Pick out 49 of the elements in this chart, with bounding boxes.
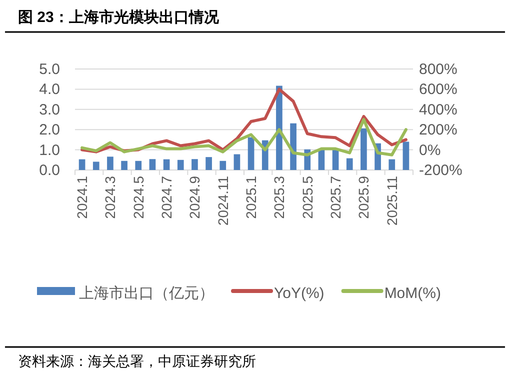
y-tick-label: 2.0 xyxy=(39,122,60,139)
x-tick-label: 2024.11 xyxy=(214,176,231,226)
y2-tick-label: 800% xyxy=(419,61,458,78)
y2-tick-label: 600% xyxy=(419,81,458,98)
legend-label: 上海市出口（亿元） xyxy=(79,285,214,302)
bar xyxy=(92,162,100,170)
bar xyxy=(107,156,114,170)
bar xyxy=(121,160,128,170)
legend-label: MoM(%) xyxy=(384,285,441,302)
bar xyxy=(346,158,353,170)
text: 资料来源：海关总署，中原证券研究所 xyxy=(18,353,256,369)
bar xyxy=(220,160,226,170)
bar xyxy=(135,160,142,170)
chart-title: 图 23：上海市光模块出口情况 xyxy=(18,8,220,26)
x-tick-label: 2024.1 xyxy=(74,176,90,219)
bar xyxy=(163,159,170,170)
bar xyxy=(177,160,184,170)
x-tick-label: 2025.11 xyxy=(384,176,400,226)
y2-tick-label: 200% xyxy=(419,122,458,139)
x-tick-label: 2025.1 xyxy=(243,176,260,219)
x-tick-label: 2025.3 xyxy=(271,176,288,219)
bar xyxy=(78,159,86,170)
line-series xyxy=(80,118,408,156)
x-tick-label: 2024.9 xyxy=(186,176,203,219)
x-tick-label: 2024.3 xyxy=(102,176,118,219)
y2-tick-label: 0% xyxy=(419,142,441,159)
y-tick-label: 5.0 xyxy=(39,61,60,78)
legend-label: YoY(%) xyxy=(274,285,324,302)
bar xyxy=(290,123,296,170)
y-tick-label: 1.0 xyxy=(39,142,60,159)
bar xyxy=(206,157,212,170)
bar xyxy=(318,150,325,170)
x-tick-label: 2025.7 xyxy=(328,176,344,219)
bar xyxy=(192,159,198,170)
y-tick-label: 4.0 xyxy=(39,81,60,98)
bar xyxy=(360,128,367,170)
x-tick-label: 2025.9 xyxy=(356,176,372,219)
y-tick-label: 0.0 xyxy=(39,162,60,179)
x-tick-label: 2025.5 xyxy=(299,176,316,219)
y2-tick-label: -200% xyxy=(419,162,462,179)
x-tick-label: 2024.5 xyxy=(130,176,146,219)
y-tick-label: 3.0 xyxy=(39,101,60,118)
bar xyxy=(248,137,254,170)
bar xyxy=(149,159,156,170)
bar xyxy=(402,142,410,170)
y2-tick-label: 400% xyxy=(419,101,458,118)
x-tick-label: 2024.7 xyxy=(158,176,175,219)
bar xyxy=(234,154,240,170)
bar xyxy=(388,159,396,170)
